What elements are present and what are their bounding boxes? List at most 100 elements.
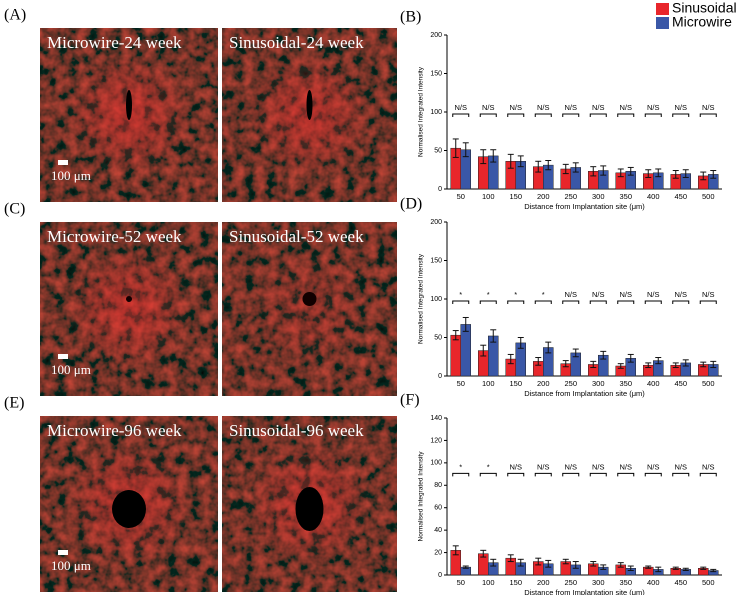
x-tick-label: 350 <box>619 578 632 587</box>
x-tick-label: 450 <box>674 578 687 587</box>
error-bar <box>590 166 597 177</box>
error-bar <box>535 160 542 173</box>
error-bar <box>545 341 552 354</box>
micrograph-title: Microwire-52 week <box>47 227 182 246</box>
error-bar <box>517 155 524 168</box>
scale-label: 100 μm <box>51 362 91 377</box>
significance-label: N/S <box>702 103 715 112</box>
significance-bracket <box>479 472 497 477</box>
error-bar <box>617 562 624 568</box>
panel-label: (C) <box>4 201 25 218</box>
x-tick-label: 500 <box>702 379 715 388</box>
x-tick-label: 450 <box>674 379 687 388</box>
error-bar <box>572 162 579 173</box>
panel-label: (E) <box>4 395 24 412</box>
bar <box>460 324 471 377</box>
error-bar <box>535 357 542 366</box>
y-tick-label: 120 <box>430 437 442 444</box>
y-tick-label: 80 <box>434 482 442 489</box>
error-bar <box>462 142 469 158</box>
micrograph-title: Sinusoidal-24 week <box>229 33 364 52</box>
error-bar <box>600 564 607 570</box>
significance-bracket <box>672 300 690 304</box>
significance-bracket <box>452 113 470 117</box>
x-tick-label: 150 <box>509 192 522 201</box>
error-bar <box>507 554 514 563</box>
tissue-glow <box>66 248 192 370</box>
error-bar <box>480 149 487 165</box>
error-bar <box>682 567 689 572</box>
error-bar <box>682 359 689 367</box>
significance-label: N/S <box>702 462 715 471</box>
significance-bracket <box>589 300 607 304</box>
legend-swatch <box>656 17 669 29</box>
error-bar <box>480 549 487 558</box>
error-bar <box>462 316 469 332</box>
x-tick-label: 300 <box>592 379 605 388</box>
error-bar <box>682 169 689 178</box>
x-tick-label: 150 <box>509 578 522 587</box>
panel-label: (B) <box>400 9 421 26</box>
x-tick-label: 50 <box>457 192 465 201</box>
x-tick-label: 400 <box>647 379 660 388</box>
scale-label: 100 μm <box>51 558 91 573</box>
significance-label: N/S <box>619 290 632 299</box>
significance-bracket <box>534 113 552 117</box>
error-bar <box>572 348 579 358</box>
significance-label: N/S <box>537 462 550 471</box>
error-bar <box>562 163 569 175</box>
significance-label: N/S <box>482 103 495 112</box>
significance-bracket <box>699 300 717 304</box>
x-tick-label: 50 <box>457 578 465 587</box>
error-bar <box>480 344 487 357</box>
x-tick-label: 300 <box>592 192 605 201</box>
y-axis-label: Normalised Integrated Intensity <box>418 66 425 157</box>
x-tick-label: 250 <box>564 192 577 201</box>
x-tick-label: 250 <box>564 578 577 587</box>
x-tick-label: 100 <box>482 192 495 201</box>
significance-bracket <box>562 300 580 304</box>
y-tick-label: 40 <box>434 527 442 534</box>
significance-label: N/S <box>537 103 550 112</box>
x-tick-label: 500 <box>702 192 715 201</box>
significance-label: N/S <box>592 103 605 112</box>
error-bar <box>645 565 652 569</box>
error-bar <box>655 357 662 365</box>
error-bar <box>590 561 597 567</box>
significance-label: * <box>459 462 462 471</box>
significance-bracket <box>507 472 525 477</box>
significance-bracket <box>589 113 607 117</box>
error-bar <box>535 557 542 566</box>
significance-label: N/S <box>564 290 577 299</box>
significance-label: * <box>542 290 545 299</box>
significance-label: N/S <box>647 290 660 299</box>
x-axis-label: Distance from Implantation site (μm) <box>524 588 645 595</box>
x-tick-label: 200 <box>537 578 550 587</box>
micrograph-title: Sinusoidal-96 week <box>229 421 364 440</box>
scale-bar <box>58 354 68 359</box>
x-tick-label: 100 <box>482 578 495 587</box>
significance-bracket <box>644 300 662 304</box>
significance-bracket <box>672 472 690 477</box>
panel-label: (F) <box>400 392 420 409</box>
significance-label: N/S <box>509 103 522 112</box>
error-bar <box>627 353 634 363</box>
significance-label: N/S <box>454 103 467 112</box>
significance-bracket <box>507 300 525 304</box>
x-tick-label: 250 <box>564 379 577 388</box>
error-bar <box>590 360 597 369</box>
legend-label: Sinusoidal <box>672 0 737 16</box>
error-bar <box>452 138 459 158</box>
y-tick-label: 100 <box>430 460 442 467</box>
x-tick-label: 350 <box>619 379 632 388</box>
significance-bracket <box>562 113 580 117</box>
error-bar <box>645 169 652 178</box>
y-tick-label: 200 <box>430 219 442 226</box>
x-tick-label: 150 <box>509 379 522 388</box>
x-tick-label: 300 <box>592 578 605 587</box>
y-tick-label: 150 <box>430 70 442 77</box>
error-bar <box>507 153 514 169</box>
significance-bracket <box>699 113 717 117</box>
x-tick-label: 50 <box>457 379 465 388</box>
